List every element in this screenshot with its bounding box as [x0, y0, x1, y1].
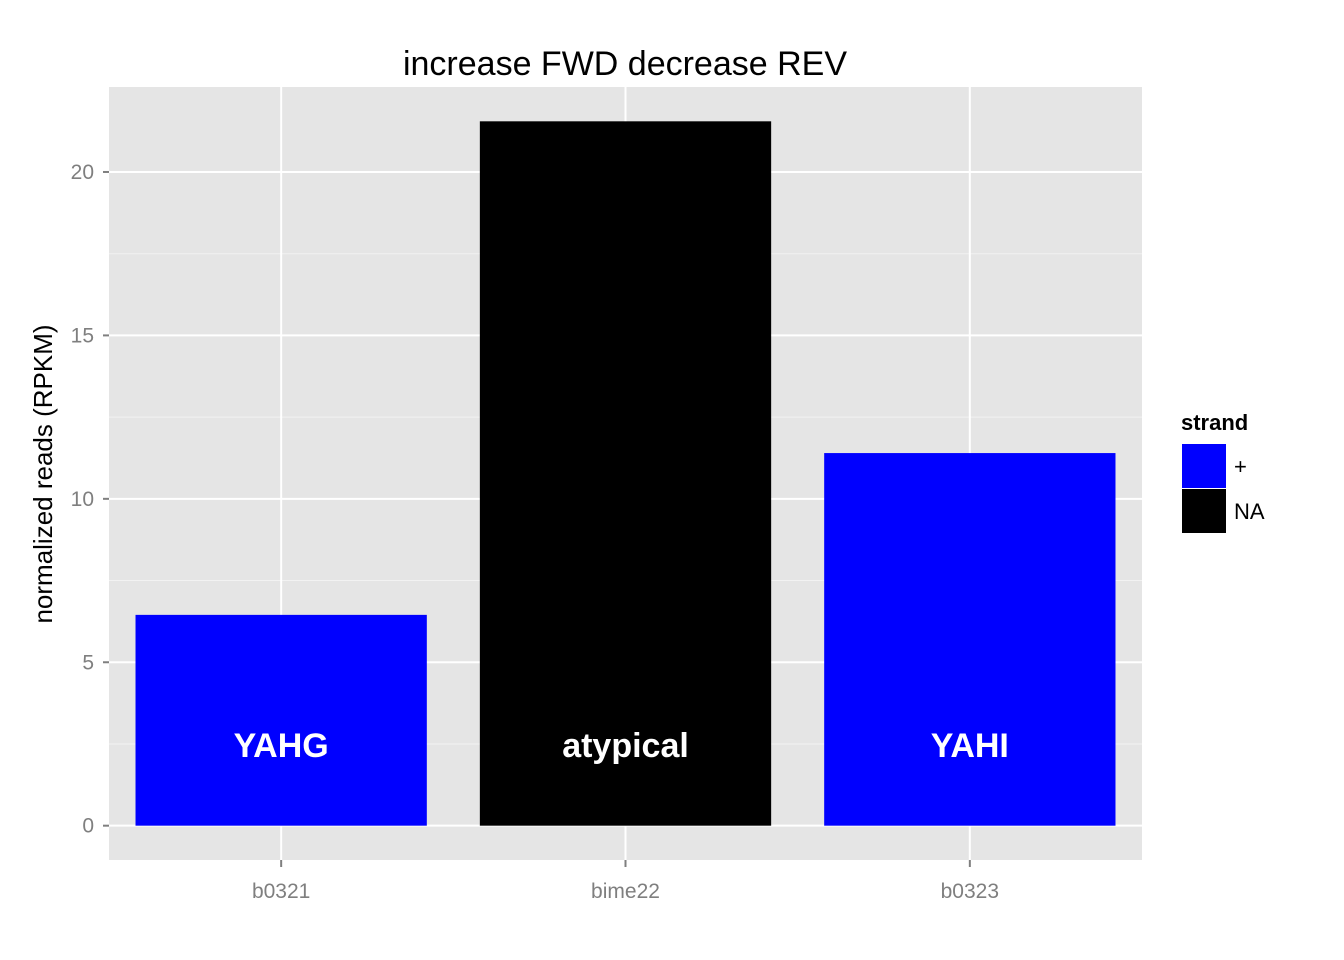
bar-b0321	[135, 614, 427, 826]
bar-label-bime22: atypical	[562, 727, 689, 765]
y-tick-label: 15	[71, 324, 94, 347]
bar-labels: YAHG atypical YAHI	[234, 727, 1009, 765]
chart-title: increase FWD decrease REV	[403, 45, 847, 83]
y-tick-label: 10	[71, 488, 94, 511]
x-tick-label: bime22	[591, 880, 660, 903]
legend-swatch	[1182, 444, 1226, 488]
x-tick-label: b0321	[252, 880, 310, 903]
y-tick-label: 20	[71, 161, 94, 184]
x-tick-label: b0323	[941, 880, 999, 903]
bar-bime22	[479, 121, 772, 826]
legend-swatch	[1182, 489, 1226, 533]
bar-label-b0323: YAHI	[931, 727, 1009, 765]
x-axis: b0321 bime22 b0323	[252, 860, 999, 903]
legend-entry-label: NA	[1234, 499, 1265, 524]
legend-title: strand	[1181, 410, 1248, 435]
bar-label-b0321: YAHG	[234, 727, 329, 765]
y-axis: 0 5 10 15 20	[71, 161, 109, 838]
legend: strand + NA	[1181, 410, 1265, 533]
bars	[135, 121, 1116, 826]
y-axis-title: normalized reads (RPKM)	[28, 324, 58, 623]
y-tick-label: 0	[82, 815, 94, 838]
bar-b0323	[824, 453, 1116, 826]
y-tick-label: 5	[82, 651, 94, 674]
legend-entry-label: +	[1234, 454, 1247, 479]
